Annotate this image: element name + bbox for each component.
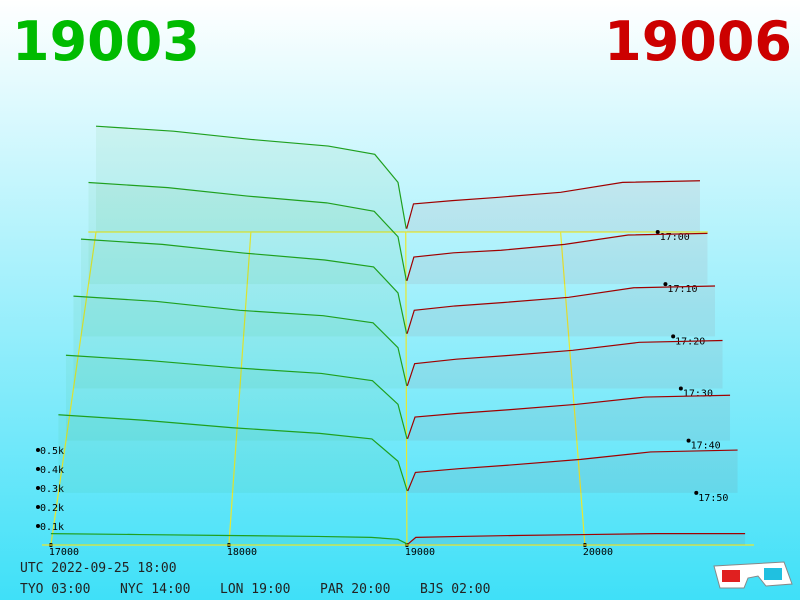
depth-area bbox=[407, 340, 723, 389]
y-tick-label: 0.3k bbox=[40, 484, 64, 495]
tick-mark bbox=[678, 386, 683, 391]
ask-price: 19006 bbox=[604, 10, 792, 73]
utc-time: UTC 2022-09-25 18:00 bbox=[20, 561, 177, 576]
grid-line bbox=[560, 231, 586, 546]
depth-area bbox=[406, 180, 700, 232]
zone-time: PAR 20:00 bbox=[320, 582, 390, 597]
tick-mark bbox=[694, 490, 699, 495]
y-tick-label: 0.4k bbox=[40, 465, 64, 476]
zone-time: NYC 14:00 bbox=[120, 582, 190, 597]
y-tick-label: 0.2k bbox=[40, 503, 64, 514]
3d-glasses-icon[interactable] bbox=[713, 561, 793, 589]
y-tick-label: 0.5k bbox=[40, 446, 64, 457]
z-tick-label: 17:10 bbox=[667, 284, 697, 295]
z-tick-label: 17:50 bbox=[698, 493, 728, 504]
tick-mark bbox=[36, 467, 40, 471]
bid-line bbox=[95, 125, 407, 229]
zone-time: BJS 02:00 bbox=[420, 582, 490, 597]
bid-line bbox=[73, 295, 408, 386]
bid-line bbox=[80, 238, 408, 334]
z-tick-label: 17:20 bbox=[675, 336, 705, 347]
ask-line bbox=[406, 232, 708, 281]
tick-mark bbox=[36, 524, 40, 528]
tick-mark bbox=[686, 438, 691, 443]
grid-line bbox=[405, 231, 408, 546]
tick-mark bbox=[36, 448, 40, 452]
ask-line bbox=[406, 285, 716, 334]
depth-area bbox=[96, 126, 407, 232]
x-tick-label: 19000 bbox=[405, 547, 435, 558]
z-tick-label: 17:00 bbox=[660, 232, 690, 243]
ask-line bbox=[406, 180, 700, 229]
y-tick-label: 0.1k bbox=[40, 522, 64, 533]
x-tick-label: 20000 bbox=[583, 547, 613, 558]
depth-area bbox=[65, 355, 408, 441]
x-tick-label: 18000 bbox=[227, 547, 257, 558]
z-tick-label: 17:30 bbox=[683, 389, 713, 400]
depth-area bbox=[50, 533, 408, 545]
depth-area bbox=[406, 233, 708, 285]
bid-line bbox=[65, 354, 408, 440]
tick-mark bbox=[663, 282, 668, 287]
tick-mark bbox=[36, 486, 40, 490]
bid-line bbox=[50, 533, 408, 545]
x-tick-label: 17000 bbox=[49, 547, 79, 558]
tick-mark bbox=[655, 230, 660, 234]
tick-mark bbox=[36, 505, 40, 509]
depth-area bbox=[58, 414, 408, 493]
bid-line bbox=[58, 414, 408, 492]
tick-mark bbox=[671, 334, 676, 339]
bid-price: 19003 bbox=[12, 10, 200, 73]
bid-line bbox=[88, 181, 408, 281]
depth-area bbox=[407, 450, 738, 493]
z-tick-label: 17:40 bbox=[691, 441, 721, 452]
grid-line bbox=[228, 231, 252, 546]
ask-line bbox=[406, 339, 723, 387]
depth-area bbox=[407, 395, 731, 441]
zone-time: LON 19:00 bbox=[220, 582, 290, 597]
depth-area bbox=[80, 239, 407, 337]
zone-time: TYO 03:00 bbox=[20, 582, 90, 597]
ask-line bbox=[407, 449, 738, 492]
grid-line bbox=[50, 231, 97, 546]
depth-area bbox=[88, 182, 407, 285]
ask-line bbox=[406, 394, 731, 440]
plot: 17000 18000 19000 20000 17:00 17:10 17:20 17:30… bbox=[36, 125, 754, 558]
ask-line bbox=[407, 532, 746, 545]
depth-area bbox=[73, 296, 407, 389]
depth-area bbox=[407, 286, 716, 337]
